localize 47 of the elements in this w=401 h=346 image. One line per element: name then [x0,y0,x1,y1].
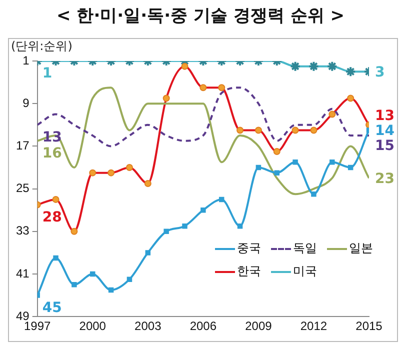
data-label: 28 [42,209,62,226]
data-label: 23 [375,170,394,187]
point [311,192,316,197]
data-label: 1 [42,66,52,82]
data-label: 16 [42,146,62,162]
point [256,164,262,170]
legend-label: 중국 [237,240,261,257]
y-tick-label: 9 [22,96,30,110]
point [237,223,243,229]
legend-label: 일본 [349,240,373,257]
y-tick-label: 41 [16,266,30,280]
x-tick-label: 2015 [356,319,383,334]
y-axis-title: (단위:순위) [11,39,72,54]
point [53,255,58,261]
point [126,276,132,282]
legend-label: 미국 [293,263,317,280]
data-label: 3 [375,64,385,80]
line-series [37,86,369,148]
x-tick-label: 2003 [134,319,162,334]
point [108,287,114,293]
point [348,164,354,170]
point [145,250,151,256]
y-tick-label: 33 [16,224,30,238]
y-tick-label: 17 [16,138,30,153]
point [330,160,335,165]
legend-label: 한국 [237,263,261,280]
line-series [37,86,369,196]
y-tick-label: 25 [16,181,30,196]
data-label: 45 [42,300,62,316]
data-label: 15 [375,138,394,154]
x-tick-label: 2012 [300,319,328,334]
point [292,160,298,165]
point [72,282,77,288]
x-tick-label: 2000 [79,319,106,334]
point [90,271,96,277]
chart-title: < 한·미·일·독·중 기술 경쟁력 순위 > [56,5,346,27]
data-label: 14 [375,122,395,139]
y-tick-label: 1 [22,53,30,68]
point [274,170,280,176]
x-tick-label: 2006 [190,319,217,334]
legend-label: 독일 [293,240,317,257]
point [182,223,188,229]
x-tick-label: 2009 [245,319,272,334]
point [218,196,224,202]
point [200,207,206,213]
data-label: 13 [375,108,394,124]
point [164,228,169,234]
